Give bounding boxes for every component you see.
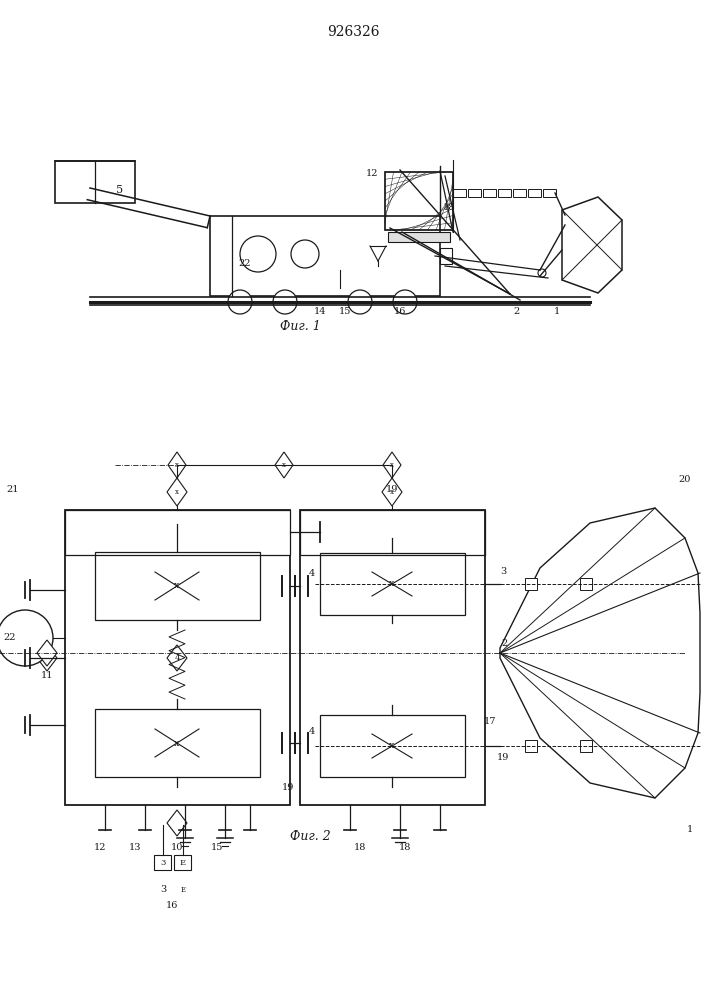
Circle shape	[240, 236, 276, 272]
Polygon shape	[167, 645, 187, 671]
Bar	[55, 161, 135, 203]
Text: 3: 3	[160, 886, 166, 894]
Text: Фиг. 2: Фиг. 2	[290, 830, 330, 844]
Bar	[580, 578, 592, 590]
Polygon shape	[382, 478, 402, 506]
Text: E: E	[180, 859, 186, 867]
Bar	[525, 578, 537, 590]
Bar	[498, 189, 511, 197]
Bar	[174, 855, 191, 870]
Bar	[543, 189, 556, 197]
Polygon shape	[168, 452, 186, 478]
Bar	[320, 553, 465, 615]
Text: 3: 3	[500, 568, 506, 576]
Text: x: x	[174, 738, 180, 748]
Text: 18: 18	[443, 202, 455, 212]
Bar	[320, 715, 465, 777]
Text: x: x	[390, 742, 395, 750]
Text: x: x	[390, 461, 394, 469]
Circle shape	[393, 290, 417, 314]
Text: 5: 5	[117, 185, 124, 195]
Text: 4: 4	[174, 654, 180, 662]
Bar	[65, 510, 290, 555]
Polygon shape	[500, 508, 700, 798]
Bar	[440, 248, 452, 264]
Bar	[65, 510, 290, 805]
Text: 17: 17	[484, 716, 496, 726]
Text: x: x	[175, 461, 179, 469]
Text: 15: 15	[339, 308, 351, 316]
Text: 18: 18	[354, 844, 366, 852]
Text: 22: 22	[4, 634, 16, 643]
Text: 13: 13	[129, 844, 141, 852]
Text: x: x	[390, 580, 395, 588]
Text: 16: 16	[166, 900, 178, 910]
Text: 12: 12	[366, 169, 378, 178]
Bar	[483, 189, 496, 197]
Text: 926326: 926326	[327, 25, 379, 39]
Circle shape	[538, 269, 546, 277]
Text: 1: 1	[554, 308, 560, 316]
Bar	[154, 855, 171, 870]
Text: x: x	[282, 461, 286, 469]
Text: 2: 2	[513, 308, 519, 316]
Text: 15: 15	[211, 844, 223, 852]
Polygon shape	[383, 452, 401, 478]
Text: x: x	[175, 488, 179, 496]
Polygon shape	[562, 197, 622, 293]
Text: 19: 19	[497, 754, 509, 762]
Text: 20: 20	[679, 476, 691, 485]
Circle shape	[348, 290, 372, 314]
Bar	[513, 189, 526, 197]
Bar	[210, 216, 440, 296]
Polygon shape	[167, 810, 187, 836]
Text: 3: 3	[160, 859, 165, 867]
Text: 4: 4	[309, 726, 315, 736]
Bar	[525, 740, 537, 752]
Circle shape	[228, 290, 252, 314]
Text: x: x	[174, 582, 180, 590]
Text: 11: 11	[41, 672, 53, 680]
Bar	[468, 189, 481, 197]
Text: 22: 22	[239, 258, 251, 267]
Text: 1: 1	[687, 826, 693, 834]
Circle shape	[291, 240, 319, 268]
Text: 2: 2	[502, 639, 508, 648]
Text: 19: 19	[282, 782, 294, 792]
Circle shape	[273, 290, 297, 314]
Circle shape	[0, 610, 53, 666]
Polygon shape	[167, 478, 187, 506]
Text: x: x	[390, 488, 394, 496]
Polygon shape	[37, 645, 57, 671]
Bar	[95, 552, 260, 620]
Text: 10: 10	[171, 844, 183, 852]
Polygon shape	[275, 452, 293, 478]
Text: 18: 18	[399, 844, 411, 852]
Bar	[528, 189, 541, 197]
Text: 21: 21	[7, 486, 19, 494]
Text: 16: 16	[394, 308, 407, 316]
Bar	[300, 510, 485, 805]
Text: 4: 4	[309, 570, 315, 578]
Bar	[453, 189, 466, 197]
Text: 12: 12	[94, 844, 106, 852]
Bar	[385, 172, 453, 230]
Bar	[580, 740, 592, 752]
Polygon shape	[37, 640, 57, 666]
Text: 14: 14	[314, 308, 326, 316]
Text: E: E	[180, 886, 185, 894]
Bar	[95, 709, 260, 777]
Text: Фиг. 1: Фиг. 1	[280, 320, 320, 334]
Bar	[65, 510, 290, 555]
Text: 19: 19	[386, 486, 398, 494]
Bar	[300, 510, 485, 555]
Bar	[388, 232, 450, 242]
